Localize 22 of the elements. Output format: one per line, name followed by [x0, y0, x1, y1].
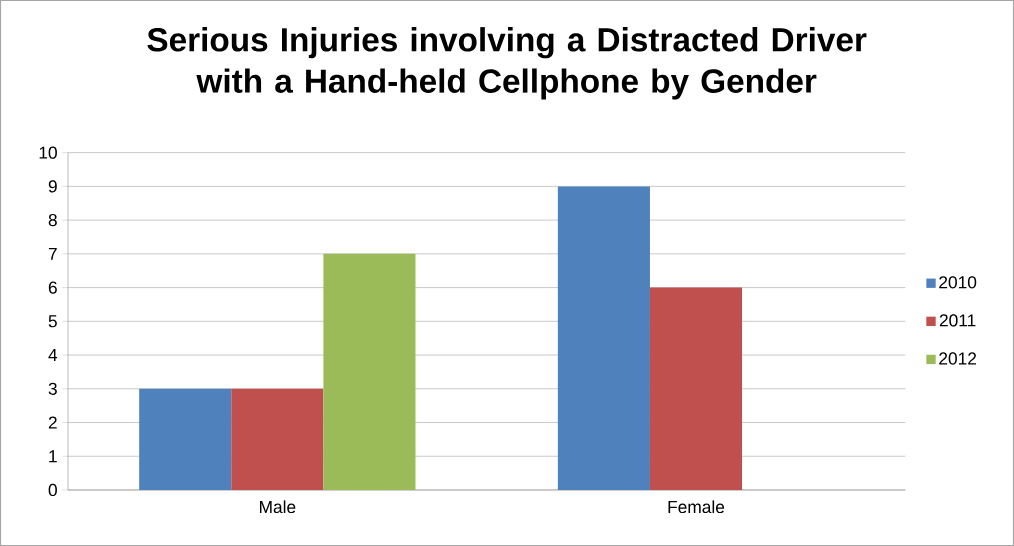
legend-label: 2010: [939, 276, 977, 289]
y-tick-label: 5: [48, 315, 57, 328]
y-tick-label: 2: [48, 416, 57, 429]
bar: [139, 388, 232, 490]
legend-label: 2012: [939, 352, 977, 365]
y-tick-label: 8: [48, 213, 57, 227]
legend-label: 2011: [939, 314, 976, 327]
bar: [557, 186, 650, 490]
y-tick-label: 7: [48, 247, 57, 260]
y-tick-label: 1: [49, 450, 57, 463]
chart-title: Serious Injuries involving a Distracted Driver with a Hand-held Cellphone by Gender: [147, 27, 867, 100]
y-tick-label: 6: [48, 281, 57, 294]
y-tick-label: 9: [48, 180, 57, 193]
y-tick-label: 4: [48, 349, 58, 362]
x-tick-label: Female: [668, 500, 725, 514]
y-tick-label: 10: [39, 146, 57, 159]
y-tick-label: 3: [48, 382, 57, 395]
bar: [323, 253, 416, 490]
bar: [649, 287, 743, 490]
x-tick-label: Male: [259, 500, 296, 514]
y-tick-label: 0: [48, 483, 57, 497]
bar: [231, 388, 324, 490]
